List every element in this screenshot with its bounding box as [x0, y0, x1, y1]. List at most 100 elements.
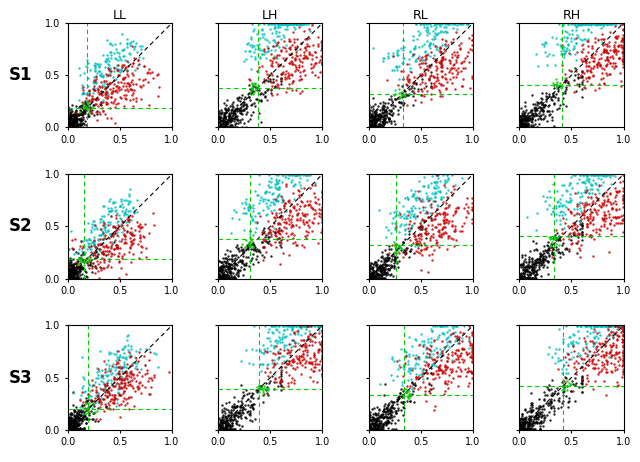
Point [597, 171, 607, 178]
Point [285, 322, 295, 330]
Point [364, 419, 374, 427]
Point [599, 20, 609, 27]
Point [230, 411, 241, 419]
Point [604, 70, 614, 77]
Point [371, 258, 381, 266]
Point [90, 221, 100, 229]
Point [422, 243, 433, 250]
Point [82, 414, 92, 421]
Point [383, 256, 393, 264]
Point [594, 201, 604, 209]
Point [260, 189, 271, 196]
Point [365, 264, 375, 272]
Point [598, 192, 608, 199]
Point [260, 188, 270, 196]
Point [99, 223, 109, 230]
Point [120, 96, 131, 103]
Point [365, 123, 376, 131]
Point [95, 72, 106, 79]
Point [443, 384, 453, 392]
Point [273, 38, 283, 46]
Point [100, 58, 110, 65]
Point [97, 236, 108, 243]
Point [269, 183, 280, 190]
Point [418, 375, 428, 382]
Point [227, 411, 237, 419]
Point [600, 368, 611, 376]
Point [291, 210, 301, 218]
Point [518, 122, 529, 129]
Point [520, 258, 531, 266]
Point [100, 234, 110, 242]
Point [588, 213, 598, 221]
Point [73, 422, 83, 429]
Point [314, 339, 324, 346]
Point [520, 121, 530, 128]
Point [369, 123, 380, 131]
Point [309, 62, 319, 69]
Point [440, 23, 451, 30]
Point [214, 422, 225, 429]
Point [546, 399, 556, 407]
Point [558, 397, 568, 404]
Point [215, 265, 225, 273]
Point [422, 62, 432, 69]
Point [305, 335, 315, 343]
Point [227, 403, 237, 410]
Point [269, 43, 280, 50]
Point [106, 67, 116, 74]
Point [216, 117, 227, 124]
Point [600, 40, 610, 48]
Point [76, 237, 86, 245]
Point [225, 123, 236, 131]
Point [216, 419, 227, 426]
Point [310, 206, 321, 213]
Point [114, 225, 124, 233]
Point [246, 43, 257, 51]
Point [247, 402, 257, 409]
Point [520, 406, 531, 413]
Point [241, 104, 251, 112]
Point [273, 354, 283, 361]
Point [63, 274, 74, 282]
Point [591, 20, 602, 27]
Point [425, 44, 435, 51]
Point [108, 398, 118, 405]
Point [223, 411, 234, 418]
Point [164, 368, 174, 376]
Point [420, 210, 430, 217]
Point [373, 271, 383, 278]
Point [70, 111, 81, 119]
Point [364, 426, 374, 433]
Point [582, 67, 592, 74]
Point [72, 122, 82, 129]
Point [399, 54, 410, 61]
Point [275, 213, 285, 221]
Point [245, 97, 255, 104]
Point [88, 252, 98, 259]
Point [111, 82, 122, 89]
Point [288, 336, 298, 343]
Point [96, 401, 106, 408]
Point [370, 274, 380, 282]
Point [218, 269, 228, 277]
Point [83, 113, 93, 121]
Point [124, 249, 134, 256]
Point [397, 213, 407, 220]
Point [438, 351, 448, 359]
Point [271, 211, 282, 219]
Point [65, 264, 75, 272]
Point [215, 274, 225, 281]
Point [572, 370, 582, 377]
Point [571, 226, 581, 233]
Point [223, 260, 234, 267]
Point [140, 362, 150, 369]
Point [79, 415, 89, 423]
Point [516, 123, 526, 130]
Point [598, 353, 609, 361]
Point [579, 188, 589, 195]
Point [214, 270, 224, 277]
Point [74, 396, 84, 404]
Point [419, 341, 429, 349]
Point [72, 273, 83, 280]
